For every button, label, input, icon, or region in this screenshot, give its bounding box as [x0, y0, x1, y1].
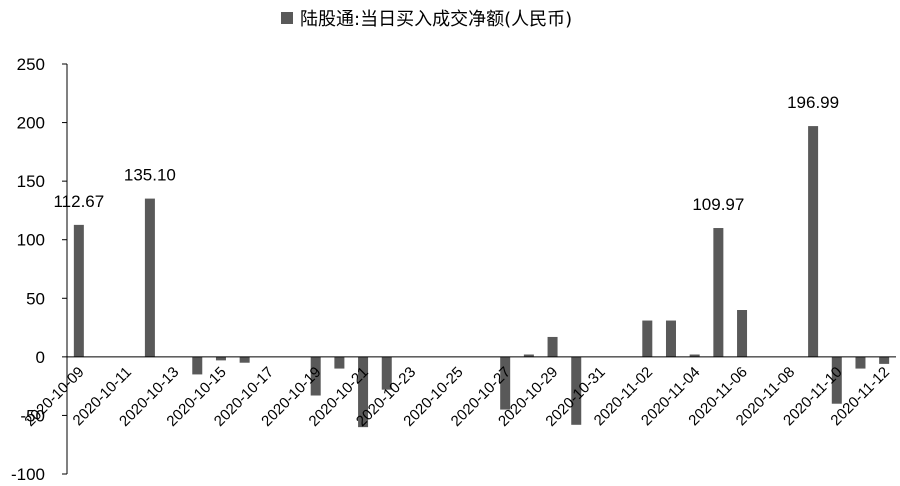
data-labels: 112.67 135.10 109.97 196.99 — [53, 93, 839, 214]
bar — [689, 354, 700, 357]
bar — [144, 198, 155, 357]
bars — [73, 126, 890, 428]
bar — [334, 356, 345, 369]
bar — [310, 356, 321, 396]
bar — [523, 354, 534, 357]
bar — [73, 224, 84, 357]
y-axis: 250 200 150 100 50 0 -50 -100 — [11, 55, 68, 484]
bar — [831, 356, 842, 404]
bar — [192, 356, 203, 375]
y-tick-label: 100 — [17, 231, 45, 250]
bar — [500, 356, 511, 410]
bar — [358, 356, 369, 428]
legend-label: 陆股通:当日买入成交净额(人民币) — [300, 9, 572, 30]
y-tick-label: -50 — [20, 406, 45, 425]
bar — [547, 336, 558, 357]
bar — [855, 356, 866, 369]
bar — [808, 126, 819, 357]
bar — [713, 228, 724, 357]
bar — [879, 356, 890, 364]
bar — [737, 310, 748, 357]
y-tick-label: 250 — [17, 55, 45, 74]
data-label: 109.97 — [692, 195, 744, 214]
legend: 陆股通:当日买入成交净额(人民币) — [281, 9, 572, 30]
y-tick-label: 200 — [17, 114, 45, 133]
bar — [239, 356, 250, 363]
bar — [571, 356, 582, 425]
y-tick-label: 150 — [17, 172, 45, 191]
x-tick-labels: 2020-10-092020-10-112020-10-132020-10-15… — [21, 364, 893, 430]
y-tick-label: 50 — [26, 289, 45, 308]
legend-swatch — [281, 12, 293, 24]
bar — [642, 320, 653, 357]
bar — [215, 356, 226, 361]
data-label: 135.10 — [124, 166, 176, 185]
y-tick-label: 0 — [36, 348, 45, 367]
y-tick-label: -100 — [11, 465, 45, 484]
bar — [381, 356, 392, 390]
bar — [665, 320, 676, 357]
data-label: 112.67 — [53, 192, 104, 211]
data-label: 196.99 — [787, 93, 839, 112]
